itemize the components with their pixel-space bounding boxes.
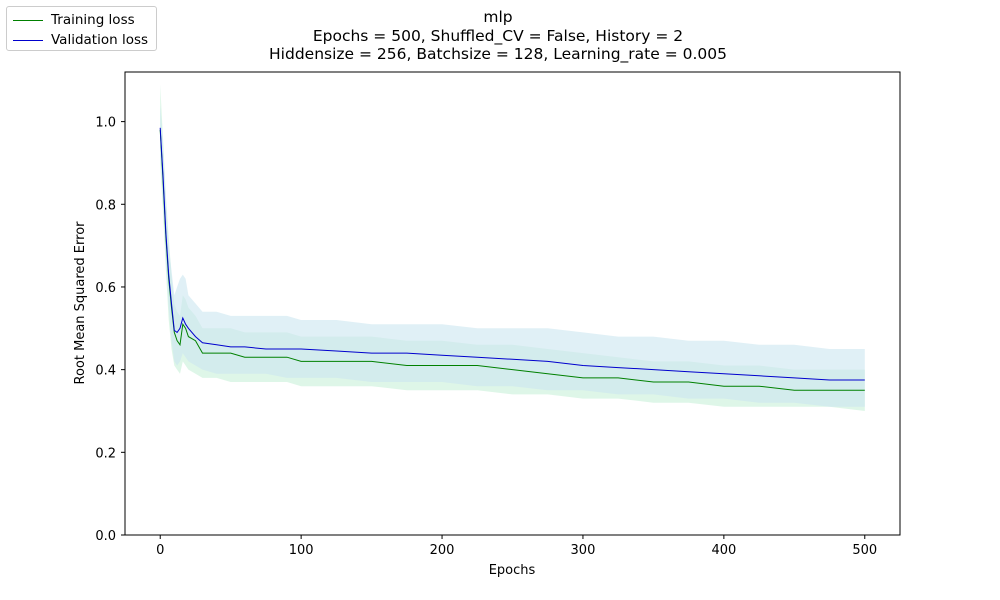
- x-tick-label: 500: [852, 543, 877, 558]
- y-tick-label: 0.8: [95, 198, 116, 213]
- validation-loss-line: [159, 127, 865, 381]
- validation-loss-band: [160, 105, 865, 407]
- y-tick-label: 0.2: [95, 446, 116, 461]
- training-loss-line: [159, 129, 865, 391]
- legend-swatch-validation: [13, 39, 43, 41]
- chart-title-line-1: mlp: [483, 8, 513, 26]
- y-tick-label: 1.0: [95, 116, 116, 131]
- x-axis-label: Epochs: [489, 563, 536, 578]
- confidence-bands: [160, 84, 865, 412]
- legend-label-validation: Validation loss: [51, 32, 149, 48]
- y-tick-label: 0.6: [95, 281, 116, 296]
- series-lines: [159, 127, 865, 391]
- legend-item-validation: Validation loss: [13, 32, 148, 48]
- y-axis-label: Root Mean Squared Error: [73, 221, 88, 385]
- x-tick-label: 0: [156, 543, 164, 558]
- legend-swatch-training: [13, 19, 43, 21]
- chart-title-line-2: Epochs = 500, Shuffled_CV = False, Histo…: [312, 27, 684, 45]
- x-tick-label: 400: [711, 543, 736, 558]
- legend-label-training: Training loss: [51, 12, 135, 28]
- y-tick-label: 0.0: [95, 529, 116, 544]
- chart-legend: Training loss Validation loss: [6, 6, 157, 51]
- chart-title-line-3: Hiddensize = 256, Batchsize = 128, Learn…: [269, 45, 727, 63]
- plot-area-frame: [124, 71, 901, 536]
- x-tick-label: 100: [289, 543, 314, 558]
- x-axis-ticks: 0 100 200 300 400 500: [156, 535, 877, 558]
- y-axis-ticks: 0.0 0.2 0.4 0.6 0.8 1.0: [95, 116, 125, 544]
- y-tick-label: 0.4: [95, 364, 116, 379]
- x-tick-label: 200: [430, 543, 455, 558]
- legend-item-training: Training loss: [13, 12, 135, 28]
- x-tick-label: 300: [571, 543, 596, 558]
